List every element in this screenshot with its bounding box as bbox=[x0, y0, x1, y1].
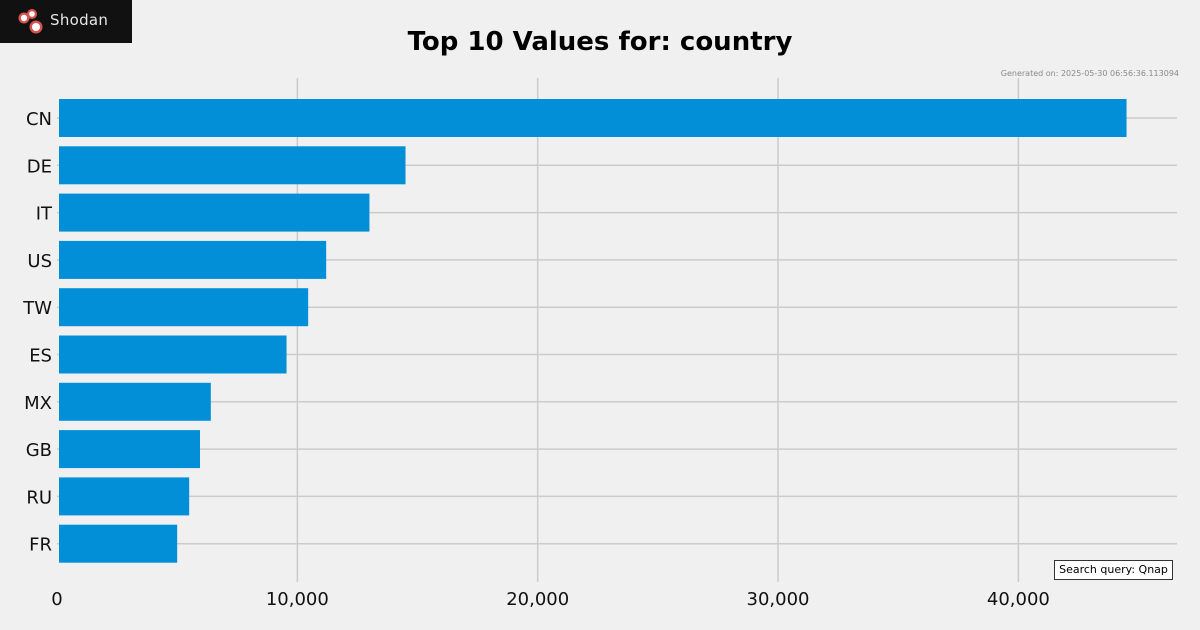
y-tick-label: IT bbox=[36, 204, 53, 225]
bar-gb bbox=[59, 430, 201, 469]
y-tick-label: US bbox=[27, 251, 52, 272]
x-tick-label: 0 bbox=[51, 589, 62, 610]
x-tick-label: 10,000 bbox=[266, 589, 329, 610]
bar-ru bbox=[59, 477, 190, 516]
y-tick-label: TW bbox=[22, 298, 52, 319]
x-tick-label: 40,000 bbox=[987, 589, 1050, 610]
y-tick-label: DE bbox=[27, 156, 52, 177]
search-query-label: Search query: Qnap bbox=[1054, 560, 1173, 580]
y-tick-label: RU bbox=[26, 487, 52, 508]
bar-tw bbox=[59, 288, 309, 327]
x-tick-label: 20,000 bbox=[506, 589, 569, 610]
y-tick-label: FR bbox=[29, 535, 52, 556]
x-tick-label: 30,000 bbox=[747, 589, 810, 610]
bar-de bbox=[59, 146, 406, 185]
bar-es bbox=[59, 335, 287, 374]
chart-title: Top 10 Values for: country bbox=[407, 27, 793, 57]
y-tick-label: CN bbox=[26, 109, 52, 130]
bar-us bbox=[59, 240, 327, 279]
bar-it bbox=[59, 193, 370, 232]
y-tick-label: ES bbox=[29, 346, 52, 367]
y-tick-label: GB bbox=[26, 440, 52, 461]
y-tick-label: MX bbox=[24, 393, 52, 414]
bar-cn bbox=[59, 99, 1127, 137]
shodan-logo-text: Shodan bbox=[50, 11, 109, 29]
shodan-logo: Shodan bbox=[0, 0, 132, 43]
shodan-logo-icon bbox=[18, 9, 43, 34]
bar-mx bbox=[59, 382, 211, 421]
generated-timestamp: Generated on: 2025-05-30 06:56:36.113094 bbox=[1000, 69, 1179, 78]
bar-fr bbox=[59, 524, 178, 563]
